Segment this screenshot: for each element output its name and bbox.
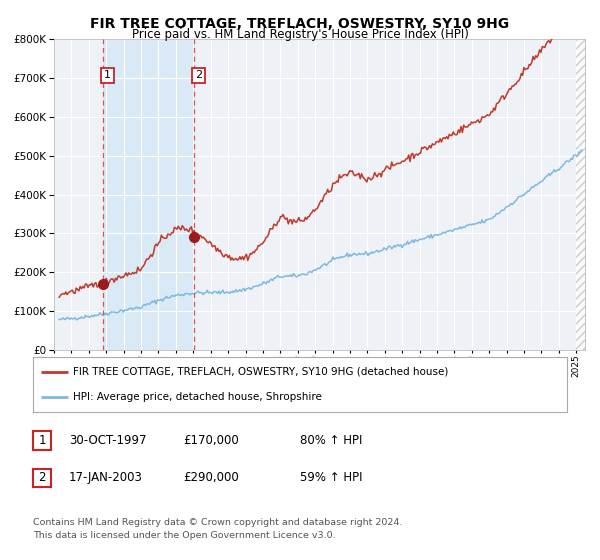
Text: HPI: Average price, detached house, Shropshire: HPI: Average price, detached house, Shro… [73, 392, 322, 402]
Text: 2: 2 [38, 472, 46, 484]
Text: FIR TREE COTTAGE, TREFLACH, OSWESTRY, SY10 9HG (detached house): FIR TREE COTTAGE, TREFLACH, OSWESTRY, SY… [73, 367, 448, 376]
Text: 80% ↑ HPI: 80% ↑ HPI [300, 433, 362, 447]
Text: £290,000: £290,000 [183, 471, 239, 484]
Bar [103, 39, 194, 350]
Text: £170,000: £170,000 [183, 433, 239, 447]
Text: 17-JAN-2003: 17-JAN-2003 [69, 471, 143, 484]
Text: 1: 1 [38, 434, 46, 447]
Text: 30-OCT-1997: 30-OCT-1997 [69, 433, 146, 447]
Text: 2: 2 [195, 70, 202, 80]
Text: Price paid vs. HM Land Registry's House Price Index (HPI): Price paid vs. HM Land Registry's House … [131, 28, 469, 41]
Text: Contains HM Land Registry data © Crown copyright and database right 2024.
This d: Contains HM Land Registry data © Crown c… [33, 518, 403, 539]
Text: 59% ↑ HPI: 59% ↑ HPI [300, 471, 362, 484]
Text: 1: 1 [104, 70, 111, 80]
Text: FIR TREE COTTAGE, TREFLACH, OSWESTRY, SY10 9HG: FIR TREE COTTAGE, TREFLACH, OSWESTRY, SY… [91, 17, 509, 31]
